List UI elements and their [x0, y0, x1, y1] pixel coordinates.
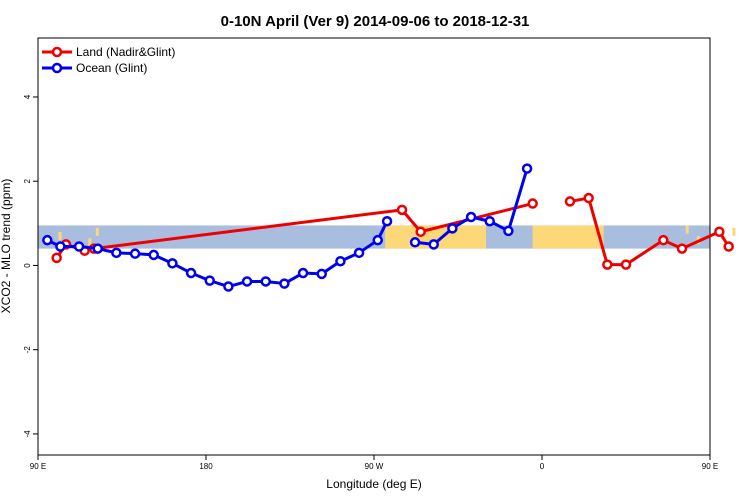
ocean-point — [185, 267, 197, 279]
ocean-point — [521, 163, 533, 174]
ocean-point — [129, 248, 141, 259]
y-tick-label: -4 — [23, 430, 32, 438]
land-point — [714, 226, 725, 238]
ocean-point — [316, 268, 327, 280]
ocean-point — [465, 211, 477, 223]
land-point — [620, 259, 632, 270]
ocean-point — [484, 215, 495, 227]
ocean-point — [503, 225, 514, 237]
island-mark-2 — [88, 238, 92, 247]
y-axis-label: XCO2 - MLO trend (ppm) — [0, 179, 13, 314]
ocean-point — [353, 247, 365, 259]
ocean-point — [335, 255, 346, 267]
legend-marker-ocean — [51, 62, 63, 74]
ocean-point — [204, 275, 215, 286]
chart-title: 0-10N April (Ver 9) 2014-09-06 to 2018-1… — [221, 13, 530, 30]
ocean-point — [223, 281, 234, 292]
ocean-point — [111, 247, 122, 259]
land-point — [658, 234, 669, 246]
land-point — [676, 243, 688, 254]
ocean-point — [148, 249, 159, 261]
ocean-point — [381, 215, 393, 227]
land-point — [527, 198, 538, 209]
island-mark-1 — [95, 227, 99, 236]
land-band-1 — [532, 225, 604, 249]
legend-label-ocean: Ocean (Glint) — [76, 61, 147, 75]
ocean-point — [279, 278, 290, 289]
y-tick-label: 2 — [23, 178, 32, 183]
ocean-point — [428, 239, 439, 250]
ocean-point — [42, 234, 53, 246]
legend: Land (Nadir&Glint) Ocean (Glint) — [42, 45, 175, 75]
x-tick-label: 0 — [540, 462, 545, 471]
legend-marker-land — [51, 46, 63, 58]
island-mark-0 — [58, 231, 62, 240]
ocean-point — [260, 276, 271, 287]
ocean-point — [447, 223, 458, 234]
x-tick-label: 90 E — [30, 462, 46, 471]
land-point — [583, 192, 594, 204]
land-series-line — [569, 196, 730, 267]
ocean-point — [372, 234, 383, 246]
land-point — [602, 259, 613, 270]
x-tick-label: 90 W — [365, 462, 384, 471]
ocean-point — [167, 258, 178, 269]
island-mark-3 — [685, 225, 689, 234]
land-point — [51, 252, 62, 264]
land-point — [723, 241, 734, 252]
ocean-point — [55, 241, 66, 252]
legend-label-land: Land (Nadir&Glint) — [76, 45, 175, 59]
plot-area: 90 E 180 90 W 0 90 E -4 -2 0 2 4 — [23, 37, 736, 471]
land-point — [415, 226, 426, 238]
land-point — [564, 196, 576, 207]
island-mark-5 — [732, 227, 736, 236]
y-tick-label: 0 — [23, 263, 32, 268]
ocean-point — [92, 243, 103, 254]
y-tick-label: 4 — [23, 94, 32, 99]
y-tick-label: -2 — [23, 346, 32, 354]
ocean-point — [297, 267, 309, 279]
x-tick-label: 90 E — [702, 462, 718, 471]
land-point — [396, 204, 408, 216]
x-tick-label: 180 — [199, 462, 213, 471]
ocean-point — [409, 237, 421, 248]
x-axis-label: Longitude (deg E) — [326, 477, 421, 491]
ocean-point — [73, 241, 85, 252]
ocean-point — [241, 276, 253, 287]
